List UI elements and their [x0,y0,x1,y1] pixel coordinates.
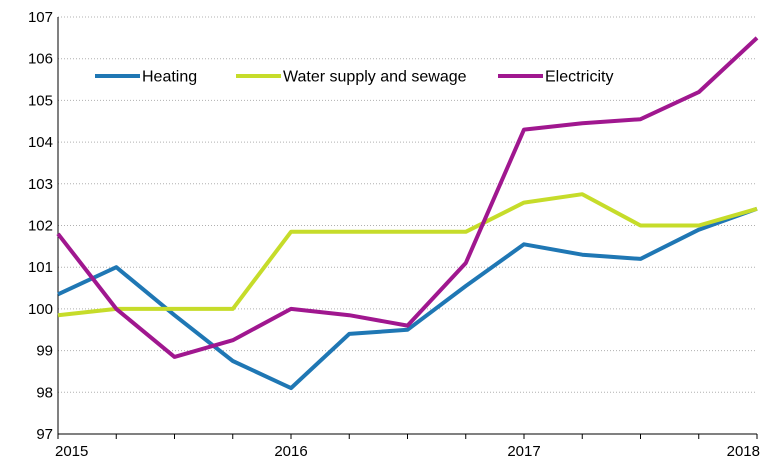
series-line-heating [57,206,758,391]
x-tick-label: 2016 [274,443,307,460]
y-tick-label: 97 [36,426,53,443]
y-tick-label: 104 [28,134,53,151]
y-tick-label: 105 [28,92,53,109]
y-tick-label: 107 [28,9,53,26]
series-line-electricity [56,36,759,359]
y-tick-label: 99 [36,343,53,360]
legend: Heating Water supply and sewage Electricit… [95,69,613,86]
y-tick-label: 106 [28,51,53,68]
legend-label-heating: Heating [142,69,197,86]
axes: 97 98 99 100 101 102 103 104 105 106 107 2015 2016 20… [28,9,760,460]
x-tick-label: 2018 [727,443,760,460]
y-tick-label: 101 [28,259,53,276]
y-tick-label: 98 [36,384,53,401]
x-tick-label: 2015 [55,443,88,460]
y-tick-label: 102 [28,218,53,235]
legend-label-water-supply-and-sewage: Water supply and sewage [283,69,467,86]
legend-label-electricity: Electricity [545,69,613,86]
series-line-water-supply-and-sewage [57,192,758,318]
y-tick-label: 103 [28,176,53,193]
y-tick-label: 100 [28,301,53,318]
x-tick-label: 2017 [507,443,540,460]
series-lines [56,36,759,391]
